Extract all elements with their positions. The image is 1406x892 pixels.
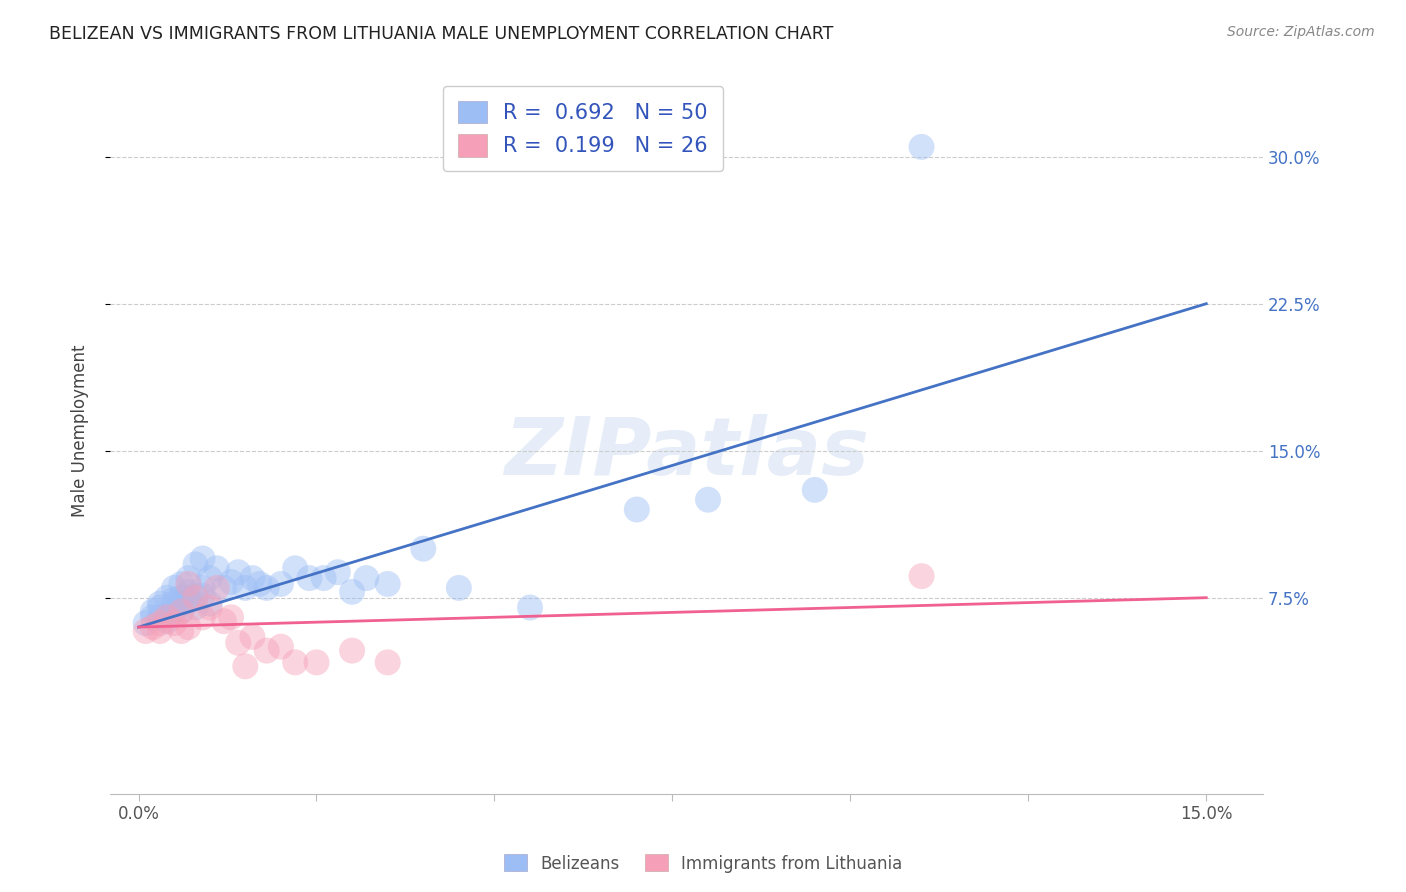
Point <box>219 574 242 589</box>
Point <box>312 571 335 585</box>
Point <box>233 659 256 673</box>
Point <box>170 591 193 605</box>
Y-axis label: Male Unemployment: Male Unemployment <box>72 345 89 517</box>
Point <box>142 610 165 624</box>
Point <box>340 643 363 657</box>
Point <box>447 581 470 595</box>
Point <box>198 597 221 611</box>
Point <box>156 591 179 605</box>
Point <box>910 569 932 583</box>
Point <box>626 502 648 516</box>
Point <box>212 614 235 628</box>
Point <box>170 604 193 618</box>
Point <box>177 584 200 599</box>
Point <box>149 600 172 615</box>
Point <box>177 577 200 591</box>
Point <box>340 584 363 599</box>
Point <box>149 597 172 611</box>
Point <box>205 581 228 595</box>
Point <box>242 630 264 644</box>
Point <box>356 571 378 585</box>
Point <box>412 541 434 556</box>
Point <box>256 643 278 657</box>
Point <box>170 604 193 618</box>
Point <box>149 616 172 631</box>
Legend: R =  0.692   N = 50, R =  0.199   N = 26: R = 0.692 N = 50, R = 0.199 N = 26 <box>443 87 723 171</box>
Point <box>149 610 172 624</box>
Point <box>191 551 214 566</box>
Point <box>177 591 200 605</box>
Point <box>298 571 321 585</box>
Text: ZIPatlas: ZIPatlas <box>505 414 869 491</box>
Point <box>377 577 399 591</box>
Point <box>910 140 932 154</box>
Point <box>191 589 214 603</box>
Point <box>149 624 172 638</box>
Point <box>156 610 179 624</box>
Point <box>519 600 541 615</box>
Point <box>697 492 720 507</box>
Text: BELIZEAN VS IMMIGRANTS FROM LITHUANIA MALE UNEMPLOYMENT CORRELATION CHART: BELIZEAN VS IMMIGRANTS FROM LITHUANIA MA… <box>49 25 834 43</box>
Point <box>163 597 186 611</box>
Point <box>191 581 214 595</box>
Point <box>184 589 207 603</box>
Point <box>135 624 157 638</box>
Point <box>170 624 193 638</box>
Point <box>177 571 200 585</box>
Point <box>198 600 221 615</box>
Point <box>219 610 242 624</box>
Point <box>142 620 165 634</box>
Point <box>249 577 271 591</box>
Point <box>226 636 249 650</box>
Point <box>163 581 186 595</box>
Point <box>198 571 221 585</box>
Point <box>135 616 157 631</box>
Text: Source: ZipAtlas.com: Source: ZipAtlas.com <box>1227 25 1375 39</box>
Point <box>803 483 825 497</box>
Point <box>270 640 292 654</box>
Point <box>256 581 278 595</box>
Point <box>170 597 193 611</box>
Point <box>184 591 207 605</box>
Point <box>326 565 349 579</box>
Point <box>163 604 186 618</box>
Point <box>212 581 235 595</box>
Point <box>284 561 307 575</box>
Point <box>170 577 193 591</box>
Point <box>233 581 256 595</box>
Point <box>191 610 214 624</box>
Point <box>270 577 292 591</box>
Legend: Belizeans, Immigrants from Lithuania: Belizeans, Immigrants from Lithuania <box>496 847 910 880</box>
Point <box>142 604 165 618</box>
Point <box>284 656 307 670</box>
Point <box>156 614 179 628</box>
Point <box>377 656 399 670</box>
Point <box>205 561 228 575</box>
Point <box>226 565 249 579</box>
Point <box>163 616 186 631</box>
Point <box>177 620 200 634</box>
Point <box>184 558 207 572</box>
Point <box>163 592 186 607</box>
Point <box>184 600 207 615</box>
Point <box>242 571 264 585</box>
Point <box>305 656 328 670</box>
